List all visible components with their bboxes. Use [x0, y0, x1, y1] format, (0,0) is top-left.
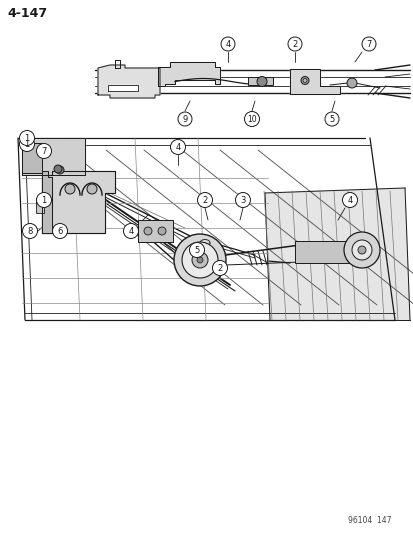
- Text: 4: 4: [128, 227, 133, 236]
- Polygon shape: [22, 138, 85, 175]
- Text: 4: 4: [175, 142, 180, 151]
- Text: 5: 5: [194, 246, 199, 254]
- Text: 2: 2: [292, 39, 297, 49]
- Circle shape: [36, 192, 51, 207]
- Polygon shape: [42, 171, 115, 233]
- Polygon shape: [98, 65, 159, 98]
- Text: 2: 2: [202, 196, 207, 205]
- Circle shape: [173, 234, 225, 286]
- Polygon shape: [108, 85, 138, 91]
- Circle shape: [158, 227, 166, 235]
- Text: 1: 1: [24, 140, 30, 149]
- Text: 1: 1: [24, 133, 30, 142]
- Circle shape: [324, 112, 338, 126]
- Polygon shape: [289, 69, 339, 94]
- Text: 8: 8: [27, 227, 33, 236]
- Circle shape: [235, 192, 250, 207]
- Circle shape: [197, 257, 202, 263]
- Circle shape: [351, 240, 371, 260]
- Circle shape: [22, 223, 38, 238]
- Circle shape: [19, 136, 34, 151]
- Circle shape: [300, 77, 308, 85]
- Circle shape: [19, 131, 34, 146]
- Text: 3: 3: [240, 196, 245, 205]
- Text: 5: 5: [329, 115, 334, 124]
- Text: 9: 9: [182, 115, 187, 124]
- Bar: [247, 77, 272, 85]
- Bar: [22, 143, 42, 173]
- Circle shape: [244, 111, 259, 126]
- Circle shape: [346, 78, 356, 88]
- Text: 96104  147: 96104 147: [348, 516, 391, 525]
- Circle shape: [189, 243, 204, 257]
- Circle shape: [54, 165, 62, 173]
- Bar: [138, 220, 173, 242]
- Text: 1: 1: [41, 196, 47, 205]
- Polygon shape: [158, 62, 219, 86]
- Circle shape: [87, 184, 97, 194]
- Text: 7: 7: [366, 39, 371, 49]
- Circle shape: [36, 143, 51, 158]
- Circle shape: [170, 140, 185, 155]
- Text: 6: 6: [57, 227, 62, 236]
- Circle shape: [192, 252, 207, 268]
- Circle shape: [182, 242, 218, 278]
- Text: 4-147: 4-147: [7, 7, 47, 20]
- Circle shape: [56, 166, 64, 174]
- Bar: [36, 198, 44, 213]
- Circle shape: [342, 192, 357, 207]
- Text: 2: 2: [217, 263, 222, 272]
- Circle shape: [256, 77, 266, 86]
- Circle shape: [343, 232, 379, 268]
- Circle shape: [302, 78, 306, 83]
- Circle shape: [221, 37, 235, 51]
- Circle shape: [178, 112, 192, 126]
- Circle shape: [65, 184, 75, 194]
- Circle shape: [144, 227, 152, 235]
- Text: 10: 10: [247, 115, 256, 124]
- Circle shape: [287, 37, 301, 51]
- Circle shape: [212, 261, 227, 276]
- Bar: [294, 241, 349, 263]
- Text: 4: 4: [225, 39, 230, 49]
- Text: 7: 7: [41, 147, 47, 156]
- Circle shape: [357, 246, 365, 254]
- Circle shape: [361, 37, 375, 51]
- Polygon shape: [264, 188, 409, 320]
- Polygon shape: [42, 171, 52, 233]
- Circle shape: [52, 223, 67, 238]
- Circle shape: [123, 223, 138, 238]
- Text: 4: 4: [347, 196, 352, 205]
- Circle shape: [197, 192, 212, 207]
